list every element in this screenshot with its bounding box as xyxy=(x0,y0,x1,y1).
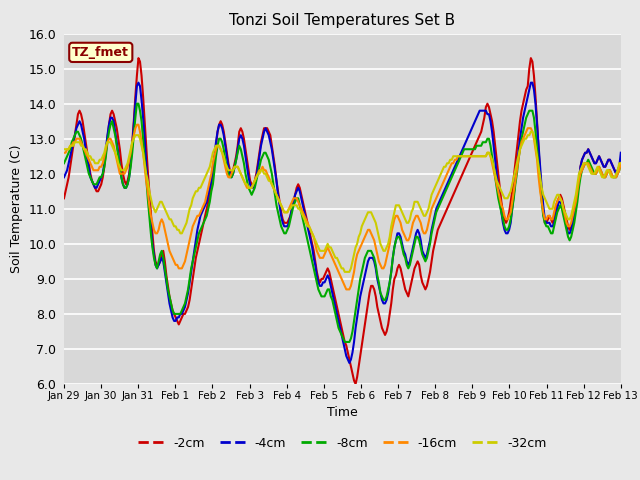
Line: -8cm: -8cm xyxy=(64,104,621,342)
-2cm xyxy=(60,195,68,201)
-2cm xyxy=(617,160,625,166)
-8cm xyxy=(589,168,596,173)
X-axis label: Time: Time xyxy=(327,407,358,420)
-8cm xyxy=(228,174,236,180)
-2cm xyxy=(134,55,142,61)
-4cm xyxy=(346,360,353,366)
-4cm xyxy=(617,150,625,156)
-32cm xyxy=(303,223,311,229)
-32cm xyxy=(527,129,534,134)
Line: -4cm: -4cm xyxy=(64,83,621,363)
-32cm xyxy=(341,269,349,275)
-4cm xyxy=(129,143,136,149)
-4cm xyxy=(134,80,142,85)
-2cm xyxy=(246,178,254,184)
-8cm xyxy=(133,101,141,107)
-32cm xyxy=(254,171,262,177)
-16cm xyxy=(60,150,68,156)
-32cm xyxy=(244,185,252,191)
-32cm xyxy=(129,139,136,145)
-16cm xyxy=(228,171,236,177)
-2cm xyxy=(129,139,136,145)
-8cm xyxy=(617,160,625,166)
-4cm xyxy=(246,181,254,187)
-8cm xyxy=(246,188,254,194)
-8cm xyxy=(341,339,349,345)
-32cm xyxy=(589,171,596,177)
Line: -2cm: -2cm xyxy=(64,58,621,384)
-8cm xyxy=(255,164,263,169)
-8cm xyxy=(129,150,136,156)
Line: -16cm: -16cm xyxy=(64,125,621,289)
-4cm xyxy=(255,154,263,159)
-4cm xyxy=(589,157,596,163)
Legend: -2cm, -4cm, -8cm, -16cm, -32cm: -2cm, -4cm, -8cm, -16cm, -32cm xyxy=(133,432,552,455)
-16cm xyxy=(305,223,313,229)
-2cm xyxy=(589,157,596,163)
-32cm xyxy=(60,146,68,152)
-8cm xyxy=(305,244,313,250)
-16cm xyxy=(342,287,350,292)
-2cm xyxy=(352,381,360,387)
-4cm xyxy=(305,230,313,236)
-16cm xyxy=(133,122,141,128)
-32cm xyxy=(617,160,625,166)
-16cm xyxy=(589,171,596,177)
Y-axis label: Soil Temperature (C): Soil Temperature (C) xyxy=(10,144,23,273)
-16cm xyxy=(129,139,136,145)
-8cm xyxy=(60,160,68,166)
-16cm xyxy=(255,168,263,173)
-4cm xyxy=(228,174,236,180)
-32cm xyxy=(226,168,234,173)
-16cm xyxy=(246,185,254,191)
-2cm xyxy=(228,171,236,177)
Title: Tonzi Soil Temperatures Set B: Tonzi Soil Temperatures Set B xyxy=(229,13,456,28)
-16cm xyxy=(617,160,625,166)
-2cm xyxy=(305,227,313,233)
-2cm xyxy=(255,150,263,156)
Line: -32cm: -32cm xyxy=(64,132,621,272)
Text: TZ_fmet: TZ_fmet xyxy=(72,46,129,59)
-4cm xyxy=(60,174,68,180)
